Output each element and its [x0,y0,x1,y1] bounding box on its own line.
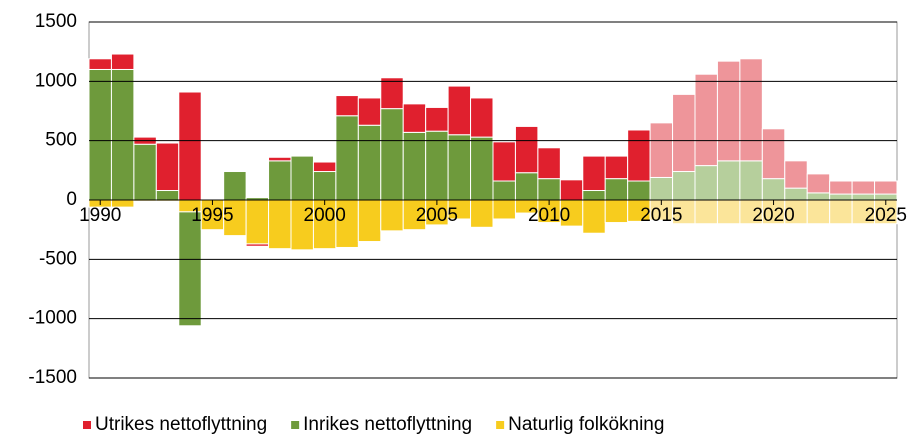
bar-segment [514,125,539,174]
bar-segment [380,199,404,232]
bar-segment [402,103,427,133]
bar-segment [447,85,472,136]
bar-segment [492,199,516,220]
bar-segment [874,180,898,195]
bar-segment [245,199,270,245]
bar-segment [425,130,449,201]
bar-segment [627,129,651,182]
legend-swatch [291,421,300,429]
bar-segment [357,124,382,201]
y-tick-label: -1500 [28,367,77,388]
bar-segment [335,95,359,117]
bar-segment [761,128,786,180]
bar-segment [761,178,786,201]
bar-segment [514,172,539,201]
x-tick-label: 1995 [191,205,233,226]
bar-segment [537,147,561,180]
bar-segment [694,165,718,201]
bar-segment [268,156,292,162]
bar-segment [716,60,741,162]
bar-segment [806,199,831,225]
y-tick-label: -500 [39,248,77,269]
bar-segment [335,115,359,201]
bar-segment [447,134,472,201]
bar-segment [312,161,337,173]
bar-segment [178,91,202,201]
x-tick-label: 2015 [640,205,682,226]
bar-segment [806,192,831,201]
legend-label: Inrikes nettoflyttning [303,414,472,435]
bar-segment [874,193,898,201]
x-tick-label: 2025 [865,205,907,226]
bar-segment [425,106,449,132]
bar-segment [784,187,808,201]
bar-segment [672,93,696,173]
y-tick-label: 500 [45,130,77,151]
bar-segment [380,108,404,201]
bar-segment [155,142,180,192]
bar-segment [672,171,696,201]
bar-segment [492,141,516,182]
bar-segment [851,193,876,201]
bar-segment [829,199,853,225]
bar-segment [829,193,853,201]
bar-segment [604,178,629,201]
bar-segment [110,68,135,201]
bar-segment [88,68,112,201]
bar-segment [290,155,314,201]
bar-segment [133,143,157,201]
bar-segment [829,180,853,195]
bar-segment [402,131,427,201]
bar-segment [155,190,180,201]
bar-segment [268,160,292,201]
bar-segment [470,97,494,138]
bar-segment [357,97,382,126]
bar-segment [627,180,651,201]
x-tick-label: 2010 [528,205,570,226]
bar-segment [582,199,606,234]
bar-segment [694,199,718,225]
bar-segment [604,155,629,180]
y-tick-label: -1000 [28,308,77,329]
y-tick-label: 1500 [35,11,77,32]
bar-segment [694,73,718,167]
bar-segment [716,160,741,201]
bar-segment [268,199,292,250]
y-tick-label: 1000 [35,70,77,91]
bar-segment [851,180,876,195]
bar-segment [88,58,112,70]
bar-segment [245,243,270,247]
bar-segment [649,122,674,178]
legend-label: Naturlig folkökning [508,414,664,435]
bar-segment [357,199,382,243]
bar-segment [716,199,741,225]
x-tick-label: 2000 [304,205,346,226]
legend-swatch [83,421,91,429]
bar-segment [784,160,808,189]
bar-segment [178,211,202,327]
bar-segment [110,53,135,70]
y-tick-label: 0 [66,189,77,210]
x-tick-label: 2005 [416,205,458,226]
bar-segment [223,171,247,201]
bar-segment [582,190,606,201]
bar-segment [739,160,763,201]
legend-swatch [496,421,505,429]
bar-segment [604,199,629,224]
bar-segment [312,171,337,201]
bar-segment [380,77,404,110]
bar-segment [739,58,763,162]
bar-segment [470,136,494,201]
bar-segment [559,179,584,201]
x-tick-label: 1990 [79,205,121,226]
bar-segment [582,155,606,192]
bar-segment [492,180,516,201]
bar-segment [470,199,494,228]
legend-label: Utrikes nettoflyttning [95,414,267,435]
bar-segment [649,176,674,201]
bar-segment [806,173,831,194]
x-tick-label: 2020 [752,205,794,226]
bar-segment [537,178,561,201]
